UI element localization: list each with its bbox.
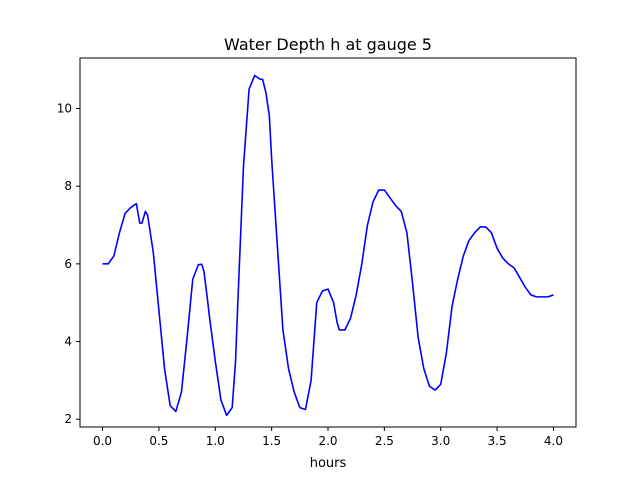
x-tick-label: 2.0 [318,434,337,448]
y-tick-label: 4 [64,335,72,349]
y-tick-label: 10 [57,101,72,115]
x-tick-label: 1.0 [206,434,225,448]
y-tick-label: 8 [64,179,72,193]
x-tick-label: 2.5 [375,434,394,448]
x-tick-label: 3.0 [431,434,450,448]
series-line-0 [102,74,554,417]
x-axis-label: hours [310,456,347,471]
chart-title: Water Depth h at gauge 5 [224,35,432,54]
x-tick-label: 1.5 [262,434,281,448]
y-tick-label: 2 [64,412,72,426]
x-tick-label: 3.5 [488,434,507,448]
plot-area: 0.0 0.5 1.0 1.5 2.0 2.5 3.0 3.5 4.0 2 4 6 8 10 [57,57,577,448]
x-tick-label: 0.5 [149,434,168,448]
x-tick-label: 0.0 [93,434,112,448]
y-tick-label: 6 [64,257,72,271]
x-tick-label: 4.0 [544,434,563,448]
